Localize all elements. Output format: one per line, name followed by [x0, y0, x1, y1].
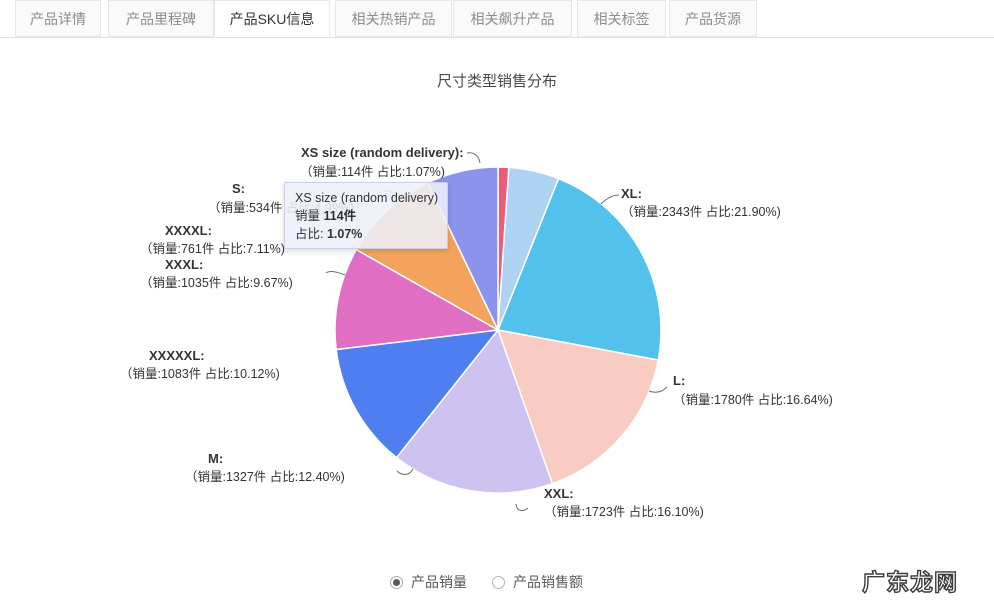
svg-text:L:: L: [673, 373, 685, 388]
svg-text:XXXXXL:: XXXXXL: [149, 348, 205, 363]
svg-text:XL:: XL: [621, 186, 642, 201]
svg-text:（销量:114件 占比:1.07%): （销量:114件 占比:1.07%) [300, 164, 445, 179]
svg-text:XXXL:: XXXL: [165, 257, 203, 272]
svg-text:XXXXL:: XXXXL: [165, 223, 212, 238]
svg-text:S:: S: [232, 181, 245, 196]
svg-text:（销量:1083件 占比:10.12%): （销量:1083件 占比:10.12%) [120, 366, 280, 381]
svg-text:（销量:1780件 占比:16.64%): （销量:1780件 占比:16.64%) [673, 392, 833, 407]
svg-text:XS size (random delivery):: XS size (random delivery): [301, 145, 464, 160]
svg-text:（销量:1327件 占比:12.40%): （销量:1327件 占比:12.40%) [185, 469, 345, 484]
svg-text:（销量:761件 占比:7.11%): （销量:761件 占比:7.11%) [140, 241, 285, 256]
svg-text:（销量:2343件 占比:21.90%): （销量:2343件 占比:21.90%) [621, 204, 781, 219]
svg-text:M:: M: [208, 451, 223, 466]
svg-text:XXL:: XXL: [544, 486, 574, 501]
svg-text:（销量:1723件 占比:16.10%): （销量:1723件 占比:16.10%) [544, 504, 704, 519]
svg-text:（销量:1035件 占比:9.67%): （销量:1035件 占比:9.67%) [140, 275, 293, 290]
